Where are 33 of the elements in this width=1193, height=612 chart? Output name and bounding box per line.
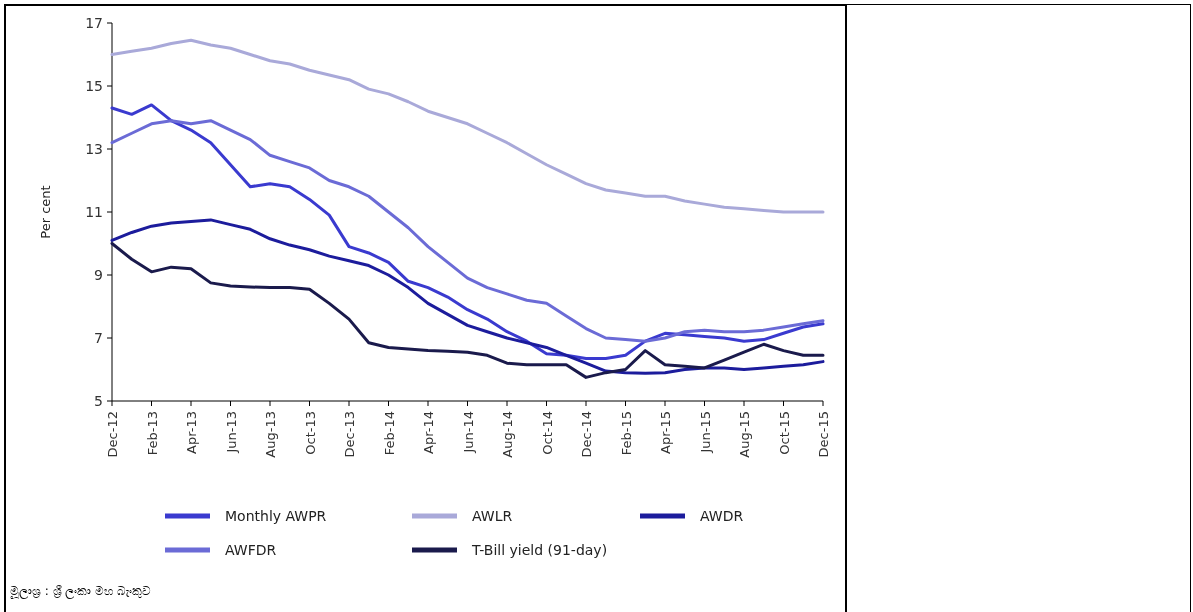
x-tick-label: Oct-14 [539, 411, 555, 455]
y-tick-label: 11 [85, 204, 103, 220]
x-tick-label: Oct-15 [776, 411, 792, 455]
y-tick-label: 9 [94, 267, 103, 283]
x-tick-label: Jun-13 [223, 411, 239, 454]
x-tick-label: Aug-14 [500, 411, 515, 458]
x-tick-label: Dec-14 [579, 411, 594, 458]
legend-label: AWFDR [225, 542, 277, 558]
y-tick-label: 17 [85, 15, 103, 31]
legend-label: AWDR [700, 508, 744, 524]
x-tick-label: Feb-14 [381, 411, 397, 456]
x-tick-label: Aug-13 [263, 411, 278, 458]
y-tick-label: 7 [94, 330, 103, 346]
x-tick-label: Dec-12 [105, 411, 120, 458]
x-tick-label: Jun-14 [460, 411, 476, 454]
legend-label: T-Bill yield (91-day) [471, 542, 608, 558]
x-tick-label: Dec-15 [816, 411, 831, 458]
x-tick-label: Aug-15 [737, 411, 752, 458]
legend-label: Monthly AWPR [225, 508, 327, 524]
x-tick-label: Oct-13 [302, 411, 318, 455]
x-tick-label: Apr-14 [421, 411, 436, 454]
x-tick-label: Apr-13 [184, 411, 199, 454]
text: මූලාශ්‍ර : ශ්‍රී ලංකා මහ බැංකුව [10, 584, 152, 599]
x-tick-label: Feb-13 [144, 411, 160, 456]
y-tick-label: 5 [94, 393, 103, 409]
x-tick-label: Apr-15 [658, 411, 673, 454]
y-tick-label: 13 [85, 141, 103, 157]
y-tick-label: 15 [85, 78, 103, 94]
x-tick-label: Dec-13 [342, 411, 357, 458]
x-tick-label: Feb-15 [618, 411, 634, 456]
y-axis-title: Per cent [38, 185, 53, 239]
x-tick-label: Jun-15 [697, 411, 713, 454]
legend-label: AWLR [472, 508, 513, 524]
